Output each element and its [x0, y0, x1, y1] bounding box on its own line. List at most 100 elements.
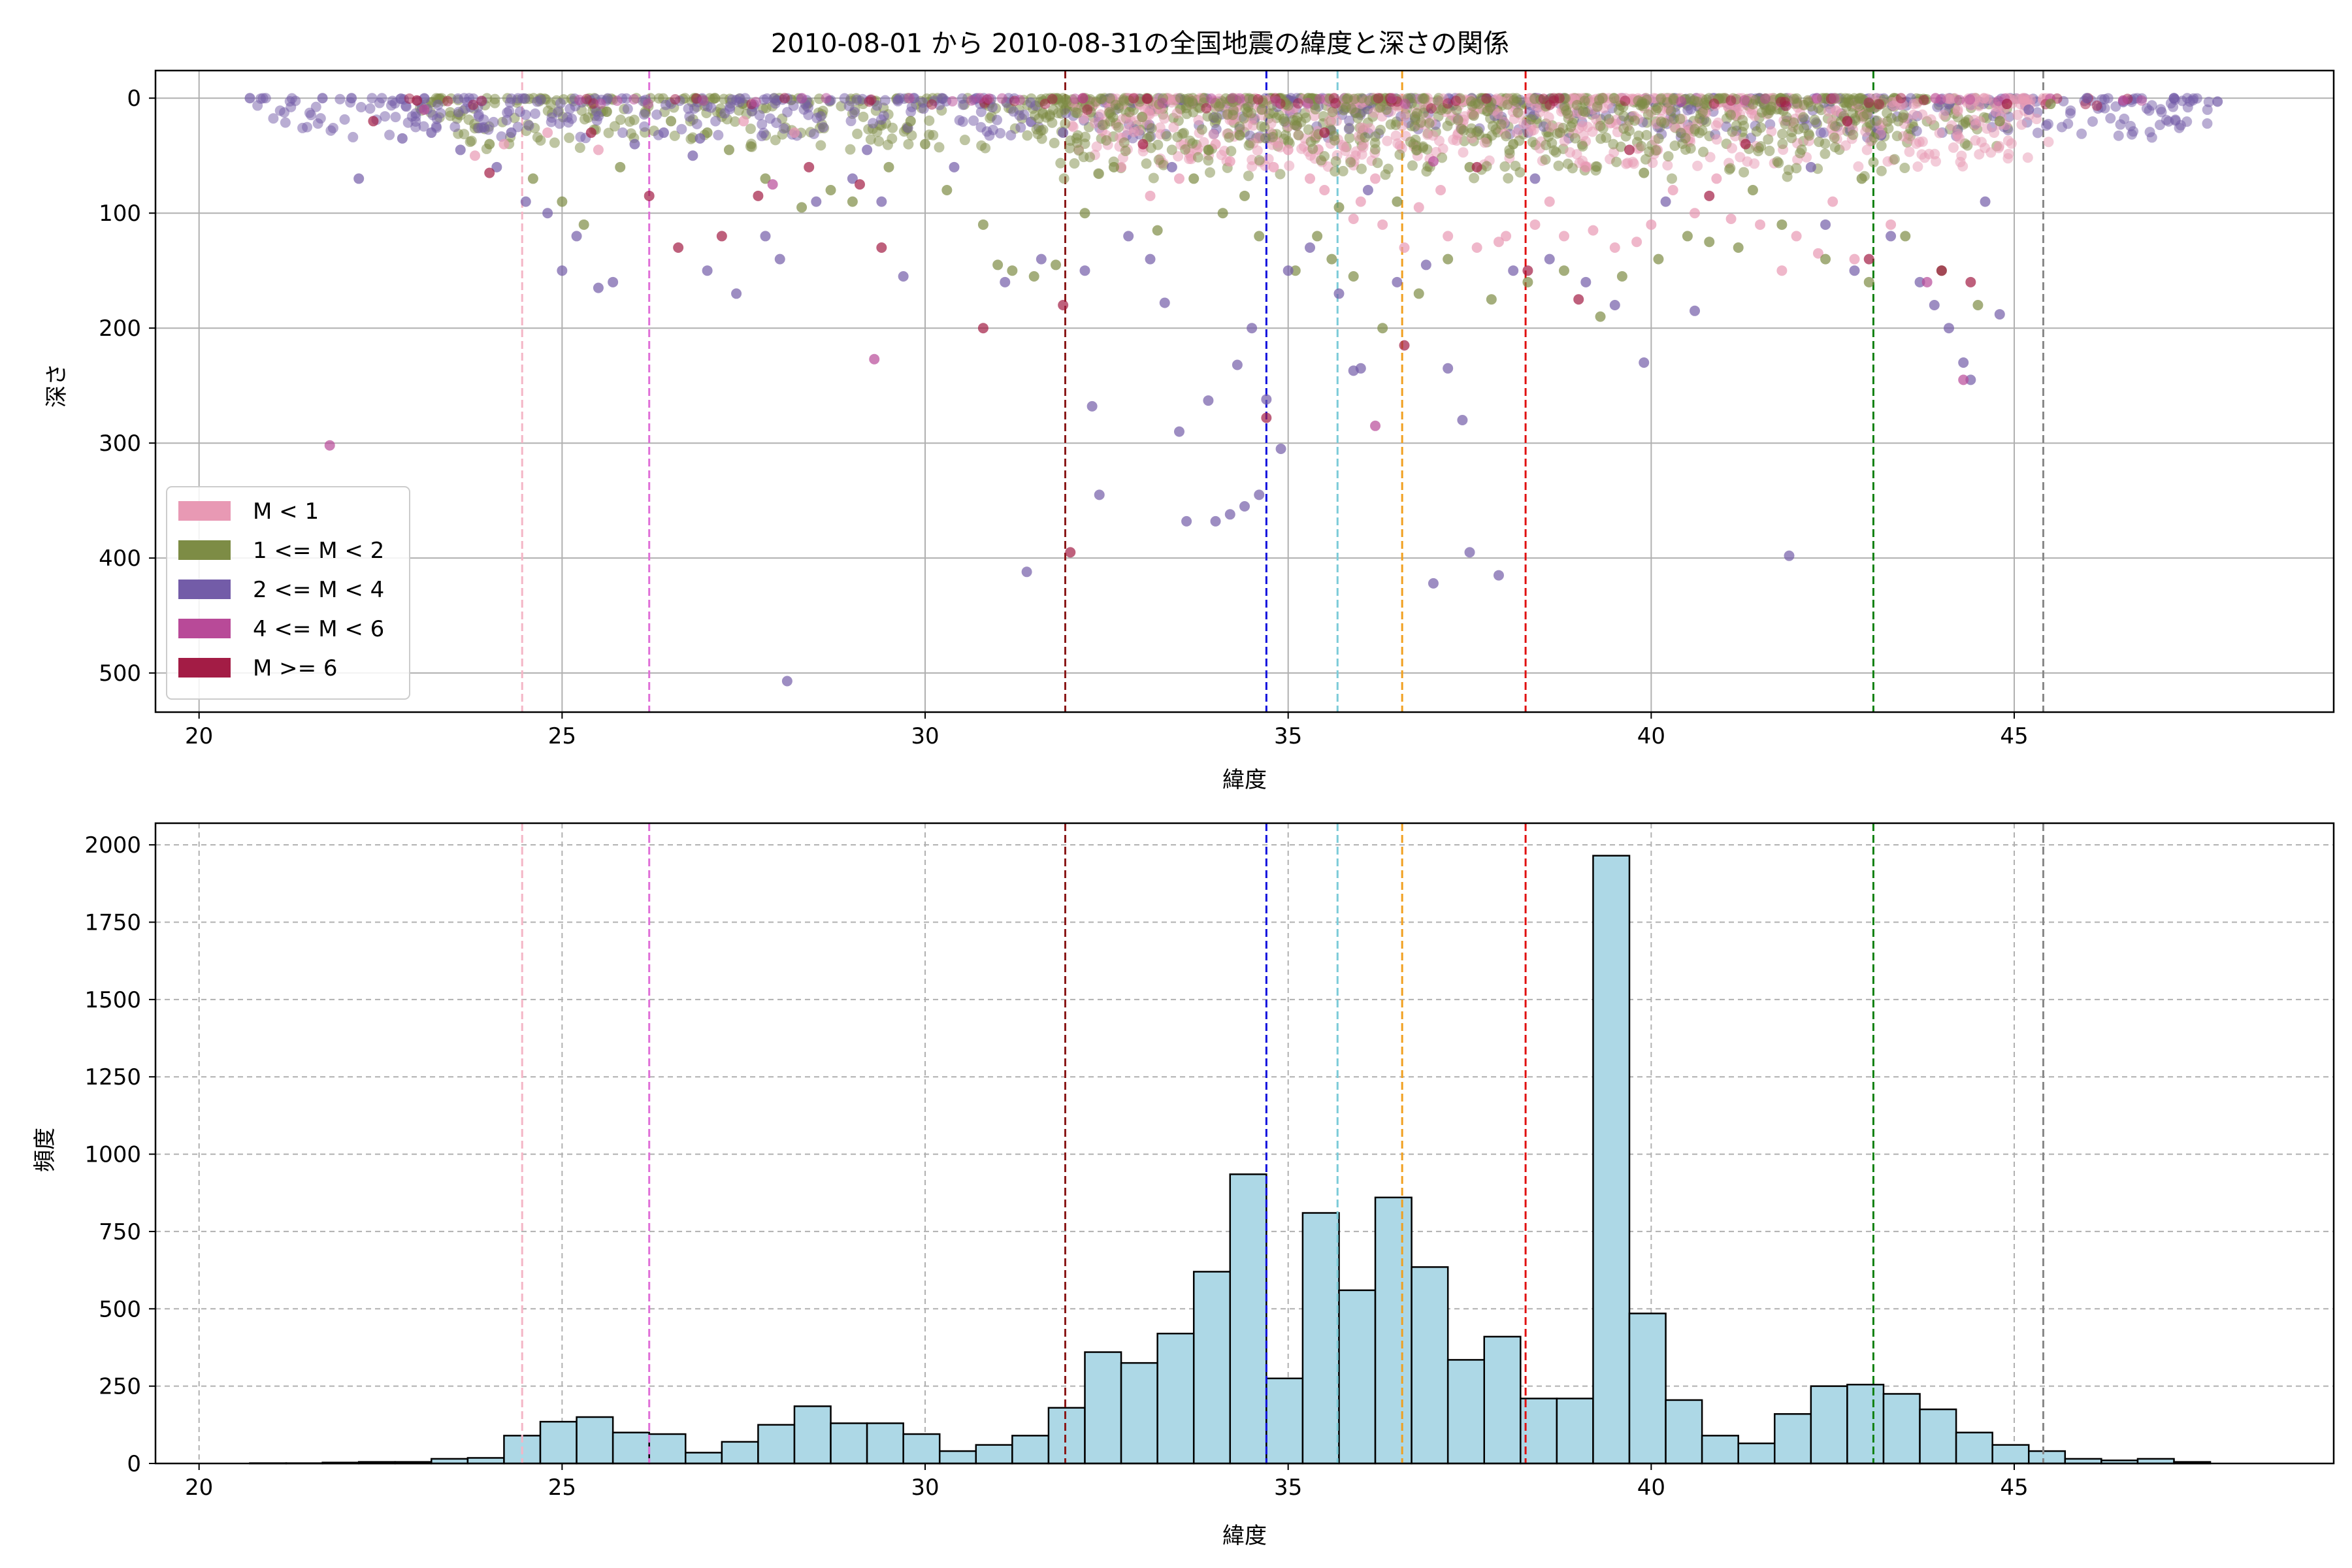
scatter-point	[1390, 130, 1401, 141]
scatter-point	[2117, 95, 2129, 106]
scatter-point	[1791, 231, 1802, 242]
scatter-point	[1068, 122, 1079, 133]
histogram-bar	[1192, 1271, 1232, 1465]
scatter-point	[1468, 110, 1479, 122]
scatter-point	[1234, 129, 1245, 140]
scatter-point	[1108, 161, 1119, 172]
scatter-point	[992, 114, 1003, 125]
scatter-point	[1343, 123, 1354, 135]
scatter-point	[1408, 139, 1419, 150]
scatter-point	[651, 109, 662, 120]
scatter-point	[876, 196, 887, 207]
scatter-point	[778, 123, 789, 134]
scatter-point	[1055, 157, 1066, 169]
scatter-point	[917, 97, 928, 108]
scatter-point	[808, 128, 819, 139]
scatter-point	[1008, 106, 1019, 117]
scatter-point	[476, 95, 487, 106]
scatter-point	[1766, 126, 1777, 137]
scatter-point	[1203, 155, 1214, 166]
scatter-point	[339, 114, 350, 125]
scatter-point	[1946, 120, 1957, 131]
scatter-point	[1070, 107, 1081, 118]
legend-label: M >= 6	[253, 655, 338, 681]
scatter-point	[1561, 105, 1572, 116]
scatter-point	[1360, 132, 1371, 143]
scatter-point	[514, 106, 525, 118]
scatter-point	[1936, 265, 1947, 276]
scatter-point	[1970, 120, 1981, 131]
scatter-x-tick-label: 40	[1637, 723, 1665, 749]
scatter-point	[1958, 374, 1969, 385]
scatter-point	[878, 110, 889, 122]
scatter-point	[1451, 105, 1462, 116]
scatter-point	[804, 161, 815, 172]
scatter-point	[1022, 130, 1033, 141]
legend-label: 2 <= M < 4	[253, 577, 384, 603]
histogram-bar	[757, 1424, 796, 1465]
scatter-point	[1868, 157, 1879, 168]
scatter-point	[1350, 146, 1362, 157]
scatter-point	[1458, 147, 1469, 158]
scatter-point	[1676, 96, 1687, 107]
histogram-y-tick-label: 1500	[84, 987, 141, 1013]
histogram-bar	[721, 1441, 759, 1465]
scatter-point	[685, 133, 696, 144]
scatter-point	[702, 265, 713, 276]
scatter-point	[1739, 167, 1750, 178]
scatter-point	[1912, 161, 1923, 172]
scatter-point	[781, 676, 792, 687]
scatter-point	[1292, 98, 1303, 109]
histogram-bar	[1701, 1435, 1739, 1465]
scatter-point	[426, 127, 437, 139]
scatter-point	[418, 121, 429, 132]
scatter-point	[811, 196, 822, 207]
scatter-point	[1152, 139, 1164, 150]
histogram-x-tick-label: 35	[1274, 1475, 1302, 1501]
scatter-point	[601, 106, 612, 117]
scatter-point	[1849, 265, 1860, 276]
scatter-point	[852, 128, 863, 139]
scatter-point	[1514, 167, 1526, 178]
scatter-point	[1526, 114, 1537, 125]
scatter-point	[1399, 340, 1410, 351]
scatter-point	[1300, 112, 1311, 123]
scatter-point	[1840, 140, 1852, 151]
scatter-point	[1755, 219, 1766, 230]
scatter-point	[1595, 133, 1607, 144]
scatter-point	[368, 116, 379, 127]
scatter-point	[501, 114, 512, 125]
histogram-bar	[1301, 1212, 1340, 1465]
scatter-point	[2065, 108, 2076, 119]
scatter-point	[926, 99, 938, 110]
scatter-point	[1261, 394, 1272, 405]
scatter-point	[774, 253, 785, 265]
scatter-point	[1142, 93, 1153, 105]
scatter-point	[1330, 156, 1341, 167]
scatter-point	[1501, 131, 1512, 142]
scatter-point	[384, 129, 395, 140]
scatter-point	[1116, 161, 1127, 172]
scatter-point	[1882, 107, 1893, 118]
scatter-point	[1811, 93, 1822, 104]
scatter-point	[469, 150, 480, 161]
scatter-point	[1434, 135, 1445, 146]
scatter-point	[977, 323, 988, 334]
histogram-y-tick-label: 750	[99, 1219, 141, 1245]
scatter-point	[1903, 133, 1914, 144]
scatter-point	[1640, 154, 1651, 165]
histogram-x-axis-label: 緯度	[1222, 1523, 1267, 1549]
scatter-point	[1119, 137, 1130, 148]
scatter-point	[1861, 144, 1872, 155]
scatter-point	[1925, 114, 1936, 125]
scatter-point	[1692, 160, 1703, 171]
scatter-point	[1319, 127, 1330, 139]
scatter-point	[2063, 118, 2074, 129]
scatter-point	[2188, 93, 2199, 104]
scatter-point	[811, 112, 823, 123]
scatter-point	[1751, 126, 1762, 137]
scatter-point	[1159, 297, 1170, 308]
scatter-point	[1239, 113, 1250, 124]
scatter-point	[1994, 309, 2005, 320]
scatter-point	[1795, 148, 1806, 159]
